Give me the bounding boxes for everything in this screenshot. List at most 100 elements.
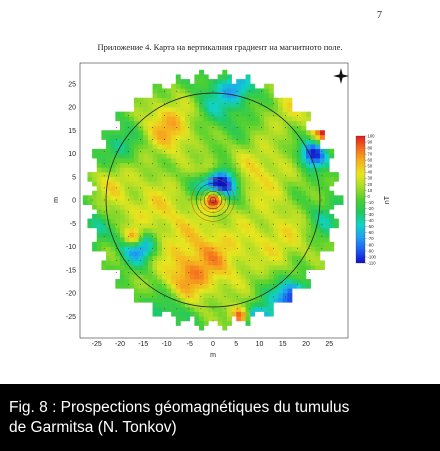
heatmap-cell: [171, 265, 177, 271]
grid-point: [248, 102, 250, 104]
heatmap-cell: [278, 251, 284, 257]
heatmap-cell: [296, 200, 302, 205]
grid-point: [176, 199, 178, 201]
heatmap-cell: [213, 283, 218, 289]
heatmap-cell: [185, 130, 191, 136]
heatmap-cell: [268, 293, 274, 298]
heatmap-cell: [157, 181, 163, 187]
heatmap-cell: [282, 162, 288, 168]
heatmap-cell: [92, 176, 98, 182]
grid-point: [212, 308, 214, 310]
grid-point: [140, 223, 141, 225]
heatmap-cell: [259, 260, 265, 266]
heatmap-cell: [106, 172, 111, 178]
heatmap-cell: [157, 176, 163, 182]
heatmap-cell: [213, 209, 218, 215]
heatmap-cell: [245, 260, 251, 266]
heatmap-cell: [226, 181, 232, 187]
heatmap-cell: [171, 213, 177, 219]
heatmap-cell: [324, 204, 330, 210]
heatmap-cell: [213, 172, 218, 178]
heatmap-cell: [245, 144, 251, 150]
heatmap-cell: [319, 148, 325, 154]
grid-point: [152, 199, 154, 201]
heatmap-cell: [106, 181, 111, 187]
heatmap-cell: [180, 269, 186, 275]
heatmap-cell: [222, 195, 228, 201]
grid-point: [200, 102, 202, 104]
heatmap-cell: [129, 190, 135, 196]
heatmap-cell: [236, 153, 242, 159]
heatmap-cell: [115, 167, 121, 173]
heatmap-cell: [199, 200, 204, 205]
heatmap-cell: [157, 116, 163, 122]
heatmap-cell: [282, 111, 288, 117]
heatmap-cell: [296, 139, 302, 145]
heatmap-cell: [124, 148, 130, 154]
heatmap-cell: [231, 111, 237, 117]
heatmap-cell: [180, 218, 186, 224]
heatmap-cell: [175, 134, 181, 140]
heatmap-cell: [213, 162, 218, 168]
heatmap-cell: [296, 190, 302, 196]
heatmap-cell: [231, 241, 237, 247]
heatmap-cell: [217, 260, 223, 266]
heatmap-cell: [129, 144, 135, 150]
heatmap-cell: [185, 120, 191, 126]
heatmap-cell: [92, 190, 98, 196]
heatmap-cell: [166, 255, 172, 261]
heatmap-cell: [194, 153, 200, 159]
grid-point: [321, 247, 323, 249]
heatmap-cell: [245, 302, 251, 308]
heatmap-cell: [175, 232, 181, 238]
grid-point: [188, 284, 190, 286]
heatmap-cell: [96, 172, 102, 178]
colorbar-tick-label: -30: [368, 212, 375, 217]
heatmap-cell: [147, 153, 153, 159]
heatmap-cell: [143, 153, 149, 159]
grid-point: [212, 235, 214, 237]
heatmap-cell: [133, 162, 139, 168]
heatmap-cell: [106, 200, 111, 205]
heatmap-cell: [175, 111, 181, 117]
heatmap-cell: [287, 125, 293, 131]
heatmap-cell: [245, 213, 251, 219]
grid-point: [115, 127, 117, 128]
heatmap-cell: [226, 218, 232, 224]
heatmap-cell: [287, 167, 293, 173]
grid-point: [164, 151, 166, 153]
heatmap-cell: [92, 246, 98, 252]
heatmap-cell: [259, 241, 265, 247]
heatmap-cell: [282, 274, 288, 280]
heatmap-cell: [110, 218, 116, 224]
heatmap-cell: [106, 130, 111, 136]
heatmap-cell: [124, 134, 130, 140]
grid-point: [224, 247, 226, 249]
heatmap-cell: [120, 255, 125, 261]
heatmap-cell: [185, 181, 191, 187]
heatmap-cell: [175, 83, 181, 89]
heatmap-cell: [236, 107, 242, 112]
heatmap-cell: [310, 260, 316, 266]
heatmap-cell: [231, 153, 237, 159]
heatmap-cell: [240, 293, 246, 298]
heatmap-cell: [273, 97, 279, 103]
heatmap-cell: [259, 93, 265, 98]
heatmap-cell: [133, 269, 139, 275]
heatmap-cell: [301, 190, 307, 196]
heatmap-cell: [231, 120, 237, 126]
grid-point: [188, 163, 190, 165]
heatmap-cell: [194, 111, 200, 117]
heatmap-cell: [129, 181, 135, 187]
grid-point: [297, 284, 299, 286]
heatmap-cell: [171, 293, 177, 298]
heatmap-cell: [292, 223, 297, 229]
heatmap-cell: [292, 120, 297, 126]
heatmap-cell: [250, 83, 256, 89]
heatmap-cell: [273, 293, 279, 298]
heatmap-cell: [203, 223, 209, 229]
grid-point: [127, 272, 129, 273]
heatmap-cell: [166, 283, 172, 289]
heatmap-cell: [231, 83, 237, 89]
heatmap-cell: [194, 148, 200, 154]
